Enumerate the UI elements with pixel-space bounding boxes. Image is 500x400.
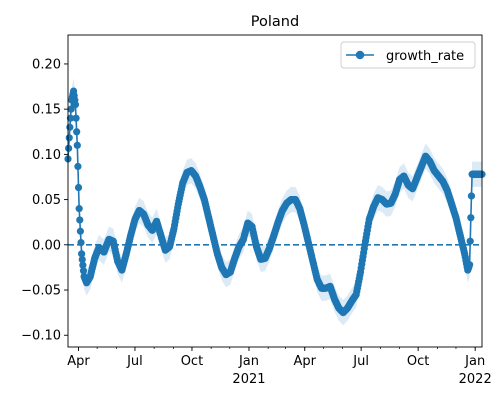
y-tick-label: 0.10 — [32, 148, 61, 163]
data-point — [66, 123, 74, 131]
series-line-growth-rate — [67, 90, 482, 314]
data-point — [74, 162, 82, 171]
legend-label-growth-rate: growth_rate — [386, 49, 464, 64]
legend-box — [340, 41, 476, 69]
data-point — [466, 261, 474, 269]
x-axis: Apr Jul Oct Jan 2021 Apr Jul Oct Jan 2022 — [67, 347, 492, 387]
data-point — [78, 255, 86, 264]
x-tick-label: Jul — [126, 354, 143, 369]
legend-marker-sample — [355, 50, 365, 60]
x-tick-label: Apr — [293, 354, 316, 369]
data-point — [466, 237, 474, 245]
data-point — [76, 216, 84, 224]
x-tick-label: Oct — [407, 354, 429, 369]
data-point — [65, 144, 73, 152]
series-line-layer — [67, 90, 482, 314]
series-marker-layer — [64, 87, 486, 317]
data-point — [67, 105, 75, 113]
data-point — [66, 114, 75, 122]
data-point — [467, 192, 476, 200]
y-tick-label: −0.10 — [21, 329, 61, 344]
x-tick-label: Jan — [238, 354, 259, 369]
x-tick-label: Apr — [67, 354, 90, 369]
y-axis: −0.10 −0.05 0.00 0.05 0.10 0.15 0.20 — [21, 57, 68, 344]
y-tick-label: 0.05 — [32, 193, 61, 208]
data-point — [73, 128, 81, 136]
x-tick-label: Jul — [352, 354, 369, 369]
x-tick-year-label: 2022 — [459, 372, 492, 387]
data-point — [77, 238, 85, 247]
y-tick-label: −0.05 — [21, 284, 61, 299]
data-point — [79, 261, 87, 269]
chart-title: Poland — [251, 14, 299, 30]
data-point — [74, 183, 83, 192]
data-point — [78, 250, 86, 258]
data-point — [71, 101, 80, 109]
y-tick-label: 0.00 — [32, 238, 61, 253]
x-tick-year-label: 2021 — [232, 372, 265, 387]
data-point — [79, 267, 88, 275]
data-point — [65, 134, 73, 142]
x-tick-label: Jan — [464, 354, 485, 369]
confidence-band-layer — [68, 78, 482, 326]
data-point — [75, 205, 83, 213]
data-point — [76, 227, 84, 235]
plot-frame — [67, 34, 483, 348]
y-tick-label: 0.20 — [32, 57, 61, 72]
x-tick-label: Oct — [181, 354, 203, 369]
y-tick-label: 0.15 — [32, 103, 61, 118]
data-point — [72, 114, 80, 122]
confidence-band — [68, 78, 482, 326]
data-point — [73, 141, 81, 149]
legend: growth_rate — [340, 41, 476, 69]
data-point — [467, 214, 475, 222]
